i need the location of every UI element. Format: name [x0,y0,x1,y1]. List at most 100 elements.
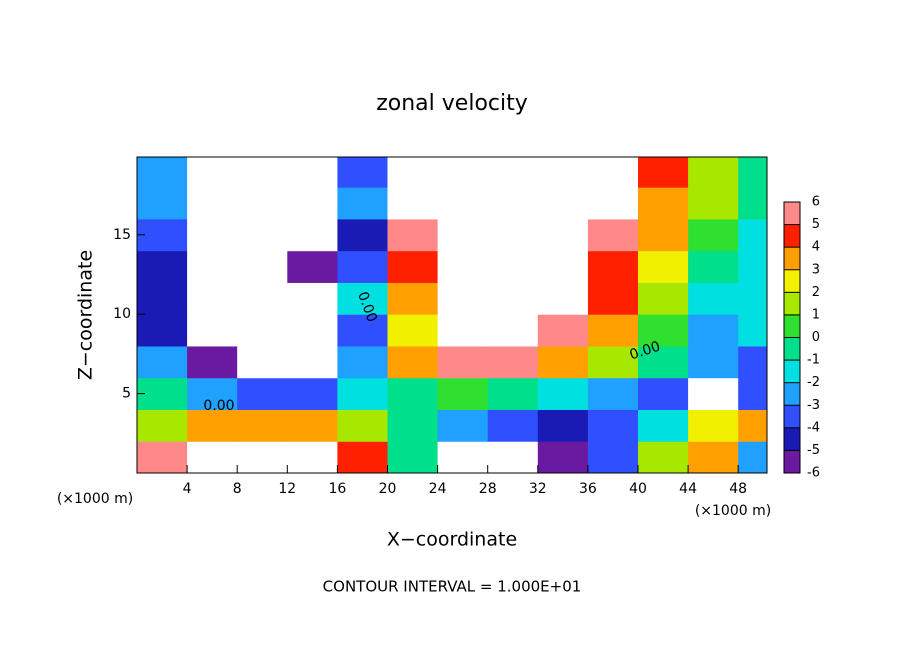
cell [738,218,768,252]
cell [487,157,539,188]
cell [337,314,388,347]
cell [587,218,639,252]
cell [387,187,439,220]
cell [738,409,768,442]
x-tick-label: 44 [679,481,697,497]
cell [237,314,288,347]
cell [537,345,589,379]
cell [487,314,539,347]
cell [537,282,589,315]
cell [637,314,689,347]
cell [337,250,388,283]
cell [437,409,489,442]
cell [637,157,689,188]
cell [337,282,388,315]
cell [587,377,639,410]
y-tick-label: 15 [113,227,131,243]
colorbar-tick-label: -3 [807,398,820,413]
y-tick-label: 5 [122,386,131,402]
cell [337,218,388,252]
cell [137,187,188,220]
cell [587,345,639,379]
x-tick-label: 8 [233,481,242,497]
cell [487,187,539,220]
chart-title: zonal velocity [376,91,528,116]
cell [487,409,539,442]
cell [437,157,489,188]
cell [337,441,388,474]
cell [187,441,238,474]
x-tick-label: 4 [183,481,192,497]
colorbar-swatch [784,202,800,225]
x-tick-label: 24 [429,481,447,497]
x-unit: (×1000 m) [695,503,771,519]
cell [688,345,739,379]
cell [738,345,768,379]
field [137,157,768,474]
cell [537,377,589,410]
cell [688,218,739,252]
cell [137,441,188,474]
cell [587,250,639,283]
cell [537,250,589,283]
cell [637,282,689,315]
cell [587,314,639,347]
cell [337,409,388,442]
y-axis-label: Z−coordinate [75,250,97,380]
x-tick-label: 28 [479,481,497,497]
cell [137,314,188,347]
cell [387,250,439,283]
colorbar-swatch [784,314,800,338]
y-unit: (×1000 m) [57,491,133,507]
cell [337,345,388,379]
cell [738,250,768,283]
cell [387,441,439,474]
cell [137,218,188,252]
cell [137,282,188,315]
cell [637,187,689,220]
cell [537,187,589,220]
cell [487,282,539,315]
cell [738,282,768,315]
cell [287,441,338,474]
x-tick-label: 12 [278,481,296,497]
cell [287,409,338,442]
colorbar-swatch [784,247,800,270]
colorbar-tick-label: -2 [807,375,820,390]
cell [287,157,338,188]
cell [637,377,689,410]
cell [137,250,188,283]
cell [287,345,338,379]
cell [337,157,388,188]
cell [437,441,489,474]
cell [587,157,639,188]
cell [237,377,288,410]
x-tick-label: 36 [579,481,597,497]
cell [287,187,338,220]
colorbar-tick-label: 6 [812,195,820,210]
cell [587,282,639,315]
colorbar-swatch [784,224,800,248]
cell [237,218,288,252]
cell [637,409,689,442]
colorbar-tick-label: 0 [812,330,820,345]
cell [738,187,768,220]
cell [487,377,539,410]
cell [738,314,768,347]
x-tick-label: 40 [629,481,647,497]
cell [688,250,739,283]
cell [237,282,288,315]
footer: CONTOUR INTERVAL = 1.000E+01 [323,578,582,596]
cell [337,187,388,220]
cell [387,157,439,188]
x-tick-label: 20 [379,481,397,497]
colorbar-swatch [784,360,800,383]
cell [688,377,739,410]
cell [287,377,338,410]
cell [287,250,338,283]
cell [537,157,589,188]
cell [387,345,439,379]
colorbar-swatch [784,269,800,293]
colorbar-tick-label: -4 [807,420,820,435]
